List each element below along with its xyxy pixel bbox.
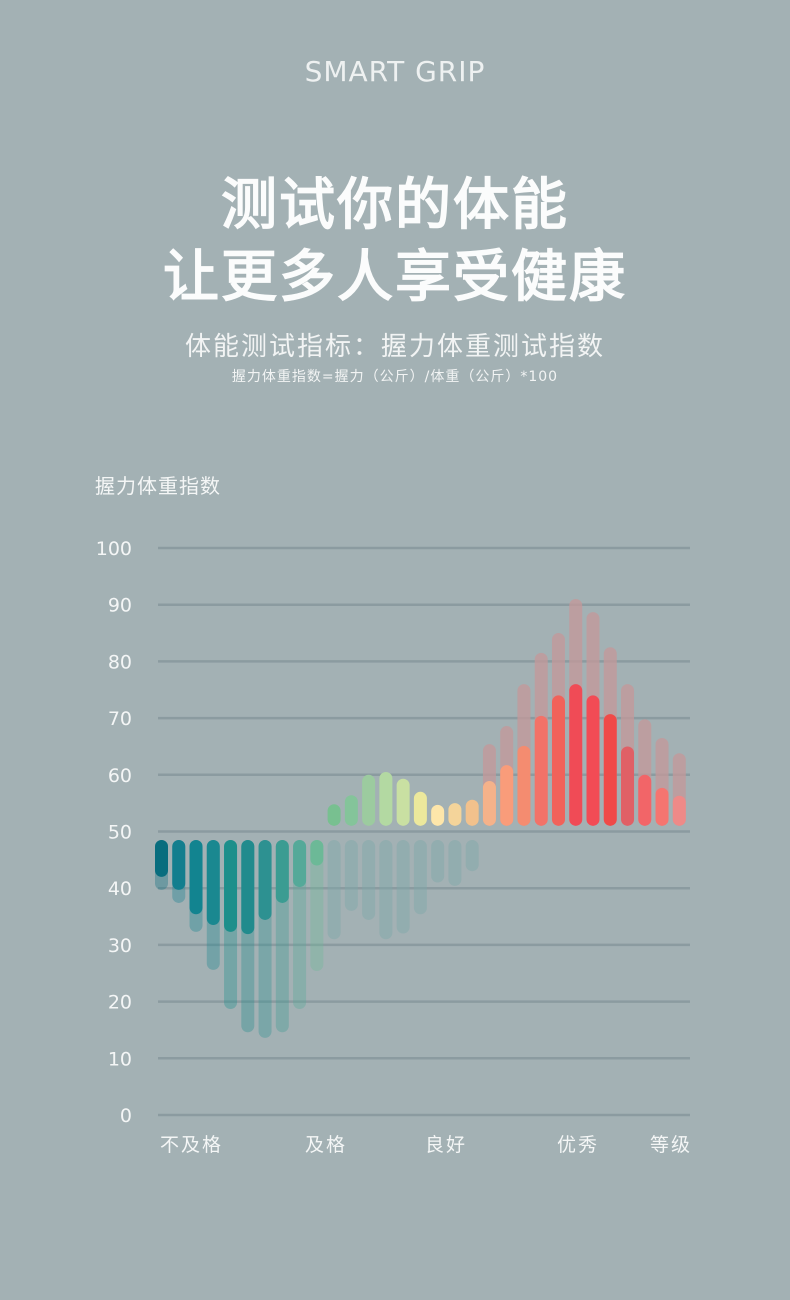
bar-lower [241, 840, 255, 935]
y-tick-label: 0 [120, 1105, 132, 1127]
y-tick-label: 40 [108, 878, 132, 900]
bar-lower-faded [431, 840, 445, 883]
bar-lower [172, 840, 186, 890]
brand-logo: SMART GRIP [304, 55, 486, 88]
bar-upper [621, 746, 635, 826]
bar-upper [413, 791, 427, 826]
y-tick-label: 70 [108, 708, 132, 730]
y-tick-label: 90 [108, 595, 132, 617]
x-category-label: 良好 [425, 1134, 468, 1156]
bar-lower-faded [413, 840, 427, 915]
formula: 握力体重指数=握力（公斤）/体重（公斤）*100 [231, 369, 559, 385]
bar-lower-faded [362, 840, 376, 920]
x-category-label: 不及格 [160, 1134, 224, 1156]
bar-lower [258, 840, 272, 920]
bar-upper [586, 695, 600, 826]
headline-line-2: 让更多人享受健康 [163, 245, 627, 310]
y-tick-label: 80 [108, 651, 132, 673]
x-category-label: 优秀 [557, 1134, 600, 1156]
bar-upper [569, 684, 583, 826]
bar-lower-faded [344, 840, 358, 911]
y-tick-label: 30 [108, 935, 132, 957]
bar-upper [431, 804, 445, 826]
bar-upper [534, 715, 548, 826]
bar-upper [500, 765, 514, 826]
bar-lower [224, 840, 238, 932]
bar-lower-faded [465, 840, 479, 872]
bar-upper [362, 774, 376, 826]
bar-lower [275, 840, 289, 903]
y-tick-label: 50 [108, 822, 132, 844]
bar-lower-faded [396, 840, 410, 934]
bar-upper [327, 804, 341, 826]
y-tick-label: 10 [108, 1048, 132, 1070]
y-axis-label: 握力体重指数 [95, 474, 221, 498]
bar-lower [310, 840, 324, 866]
bar-upper [465, 799, 479, 826]
bar-upper [482, 781, 496, 826]
bar-lower [293, 840, 307, 888]
headline-line-1: 测试你的体能 [221, 173, 569, 238]
bar-lower [189, 840, 203, 915]
bar-lower-faded [448, 840, 462, 886]
bar-upper [655, 787, 669, 826]
bar-lower-faded [379, 840, 393, 940]
bar-lower [206, 840, 220, 926]
bar-upper [448, 803, 462, 826]
bar-upper [344, 795, 358, 826]
bar-lower-faded [327, 840, 341, 940]
bar-upper [517, 745, 531, 826]
bar-upper [672, 795, 686, 826]
y-tick-label: 20 [108, 992, 132, 1014]
bar-lower-faded [310, 840, 324, 971]
bar-upper [603, 714, 617, 826]
y-tick-label: 100 [96, 538, 132, 560]
x-category-label: 等级 [650, 1134, 693, 1156]
bar-upper [551, 695, 565, 826]
subtitle: 体能测试指标：握力体重测试指数 [184, 332, 605, 362]
bar-upper [379, 771, 393, 826]
x-category-label: 及格 [305, 1134, 348, 1156]
bar-lower [155, 840, 168, 877]
y-tick-label: 60 [108, 765, 132, 787]
bar-upper [396, 778, 410, 826]
bar-upper [638, 774, 652, 826]
